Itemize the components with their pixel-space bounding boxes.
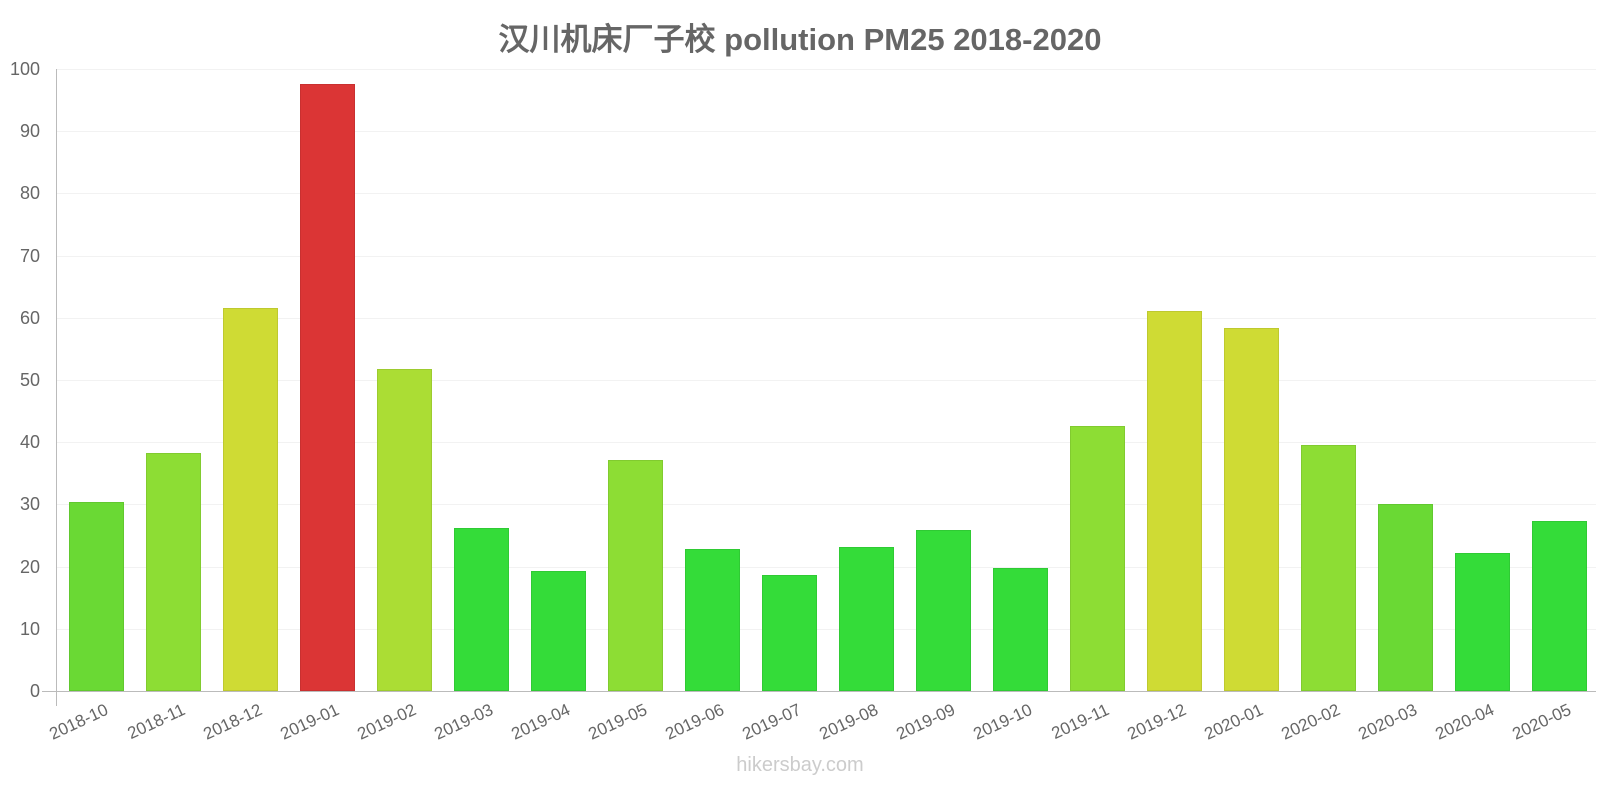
- x-tick-label: 2020-02: [1277, 700, 1343, 744]
- y-tick-label: 40: [19, 432, 40, 453]
- bar-2020-04[interactable]: [1455, 552, 1510, 691]
- y-tick-label: 30: [19, 494, 40, 515]
- bar-2018-12[interactable]: [223, 307, 278, 691]
- bar-2020-02[interactable]: [1301, 445, 1356, 691]
- x-tick-label: 2019-01: [276, 700, 342, 744]
- bar-2019-02[interactable]: [377, 368, 432, 691]
- y-tick-label: 20: [19, 556, 40, 577]
- gridline: [56, 317, 1596, 319]
- x-tick-label: 2019-08: [815, 700, 881, 744]
- bar-2019-11[interactable]: [1070, 426, 1125, 691]
- bar-2019-10[interactable]: [993, 567, 1048, 691]
- y-tick-label: 80: [19, 183, 40, 204]
- gridline: [56, 69, 1596, 70]
- y-axis-line: [56, 69, 57, 706]
- x-tick-label: 2019-09: [892, 700, 958, 744]
- x-tick-label: 2020-03: [1354, 700, 1420, 744]
- x-tick-label: 2019-06: [661, 700, 727, 744]
- gridline: [56, 380, 1596, 381]
- bar-2019-08[interactable]: [839, 546, 894, 691]
- y-tick-label: 50: [19, 370, 40, 390]
- y-tick-label: 60: [19, 307, 40, 328]
- y-tick-label: 90: [19, 121, 40, 142]
- x-tick-label: 2019-10: [969, 700, 1035, 744]
- bar-2020-05[interactable]: [1532, 521, 1587, 691]
- y-tick-label: 10: [19, 618, 40, 639]
- x-tick-label: 2019-11: [1048, 700, 1112, 744]
- bar-2018-10[interactable]: [69, 501, 124, 691]
- gridline: [56, 255, 1596, 257]
- bar-2019-01[interactable]: [300, 83, 355, 691]
- x-tick-label: 2019-02: [353, 700, 419, 744]
- bar-2020-01[interactable]: [1224, 327, 1279, 691]
- y-tick-label: 0: [29, 681, 40, 701]
- gridline: [56, 566, 1596, 568]
- x-tick-label: 2020-05: [1508, 700, 1574, 744]
- watermark: hikersbay.com: [736, 754, 864, 776]
- x-tick-label: 2019-03: [430, 700, 496, 744]
- gridline: [56, 504, 1596, 506]
- gridline: [56, 131, 1596, 133]
- gridline: [56, 628, 1596, 630]
- y-tick-label: 100: [9, 59, 40, 79]
- bar-2019-03[interactable]: [454, 528, 509, 691]
- x-axis-line: [42, 691, 1596, 692]
- x-tick-label: 2019-12: [1123, 700, 1189, 744]
- bar-2018-11[interactable]: [146, 452, 201, 691]
- x-tick-label: 2018-11: [124, 700, 188, 744]
- x-tick-label: 2020-01: [1200, 700, 1266, 744]
- gridline: [56, 193, 1596, 195]
- bar-2019-04[interactable]: [531, 570, 586, 691]
- x-tick-label: 2018-10: [45, 700, 111, 744]
- x-tick-label: 2020-04: [1431, 700, 1497, 744]
- bar-2019-09[interactable]: [916, 529, 971, 691]
- bar-2020-03[interactable]: [1378, 503, 1433, 691]
- y-tick-label: 70: [19, 245, 40, 266]
- bar-2019-06[interactable]: [685, 549, 740, 691]
- bar-2019-12[interactable]: [1147, 310, 1202, 691]
- bar-2019-05[interactable]: [608, 460, 663, 691]
- x-tick-label: 2018-12: [199, 700, 265, 744]
- chart-title: 汉川机床厂子校 pollution PM25 2018-2020: [498, 22, 1102, 57]
- bar-2019-07[interactable]: [762, 575, 817, 691]
- x-tick-label: 2019-05: [584, 700, 650, 744]
- x-tick-label: 2019-04: [507, 700, 573, 744]
- x-tick-label: 2019-07: [738, 700, 804, 744]
- plot-area: [56, 69, 1596, 691]
- gridline: [56, 442, 1596, 444]
